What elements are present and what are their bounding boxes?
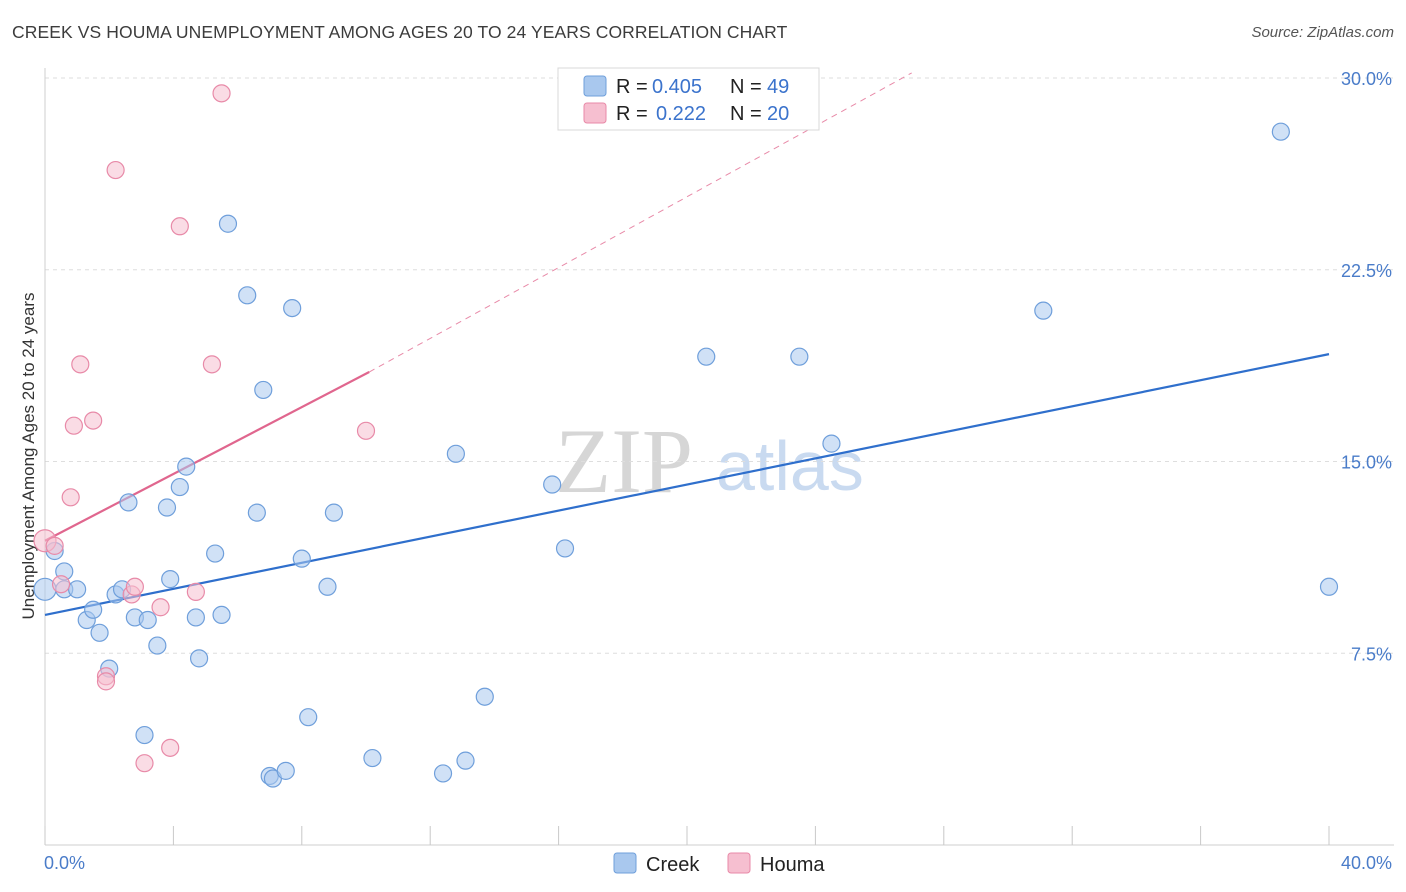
y-tick-label: 22.5%: [1341, 261, 1392, 281]
top-legend: R = 0.405 N = 49 R = 0.222 N = 20: [557, 67, 820, 131]
houma-trend-line-extension: [368, 72, 912, 373]
houma-point: [135, 754, 154, 773]
bottom-legend: Creek Houma: [613, 852, 825, 876]
houma-point: [125, 577, 144, 596]
creek-point: [456, 751, 475, 770]
y-tick-label: 7.5%: [1351, 644, 1392, 664]
creek-point: [238, 286, 257, 305]
chart-source: Source: ZipAtlas.com: [1251, 24, 1394, 41]
creek-point: [84, 600, 103, 619]
creek-point: [186, 608, 205, 627]
bottom-legend-creek-swatch: [613, 852, 637, 874]
houma-point: [71, 355, 90, 374]
houma-points: [33, 84, 376, 773]
houma-point: [51, 575, 71, 594]
creek-trend-line: [44, 353, 1330, 616]
creek-point: [90, 623, 109, 642]
houma-point: [202, 355, 222, 374]
legend-houma-r-value: 0.222: [656, 103, 706, 125]
creek-point: [543, 475, 562, 494]
creek-point: [135, 725, 154, 745]
creek-point: [697, 347, 716, 366]
creek-point: [177, 457, 196, 476]
legend-creek-n-label: N =: [730, 76, 762, 98]
watermark-atlas: atlas: [716, 427, 864, 505]
x-ticks: [44, 826, 1330, 845]
creek-point: [1271, 122, 1290, 141]
houma-trend-line: [44, 371, 370, 542]
houma-point: [151, 598, 170, 617]
legend-houma-r-label: R =: [616, 103, 648, 125]
houma-point: [186, 582, 205, 601]
creek-point: [247, 503, 266, 522]
houma-point: [61, 488, 80, 507]
creek-point: [254, 380, 273, 400]
axes: [44, 68, 1394, 846]
creek-point: [212, 605, 231, 625]
creek-point: [283, 299, 302, 318]
creek-point: [276, 761, 295, 780]
trend-lines: [44, 72, 1330, 616]
houma-point: [161, 738, 180, 757]
creek-point: [67, 580, 87, 599]
bottom-legend-houma-swatch: [727, 852, 751, 874]
houma-point: [96, 672, 116, 691]
creek-point: [157, 498, 177, 517]
y-tick-labels: 7.5% 15.0% 22.5% 30.0%: [1341, 69, 1392, 664]
creek-point: [161, 570, 180, 589]
creek-point: [292, 549, 311, 568]
creek-point: [318, 577, 337, 596]
creek-point: [119, 493, 138, 512]
creek-point: [148, 636, 167, 655]
legend-creek-swatch: [583, 75, 607, 97]
creek-point: [1034, 301, 1053, 320]
creek-point: [790, 347, 809, 366]
legend-creek-n-value: 49: [767, 76, 789, 98]
creek-point: [555, 539, 575, 558]
legend-creek-r-label: R =: [616, 76, 648, 98]
creek-point: [299, 708, 318, 727]
y-tick-label: 15.0%: [1341, 453, 1392, 473]
creek-point: [475, 687, 494, 706]
x-tick-label-min: 0.0%: [44, 853, 85, 873]
creek-point: [433, 764, 453, 783]
gridlines: [45, 77, 1394, 654]
houma-point: [45, 536, 64, 555]
legend-houma-n-label: N =: [730, 103, 762, 125]
creek-point: [170, 477, 189, 497]
houma-point: [64, 416, 83, 435]
x-tick-label-max: 40.0%: [1341, 853, 1392, 873]
creek-point: [218, 214, 238, 233]
legend-houma-swatch: [583, 102, 607, 124]
y-axis-label: Unemployment Among Ages 20 to 24 years: [19, 293, 38, 620]
houma-point: [84, 411, 103, 430]
creek-point: [206, 544, 225, 563]
chart-title: CREEK VS HOUMA UNEMPLOYMENT AMONG AGES 2…: [12, 22, 788, 42]
creek-points: [33, 122, 1339, 788]
bottom-legend-houma-label: Houma: [760, 854, 825, 876]
creek-point: [363, 748, 382, 768]
legend-creek-r-value: 0.405: [652, 76, 702, 98]
creek-point: [1319, 577, 1339, 596]
creek-point: [189, 649, 209, 668]
creek-point: [446, 444, 465, 463]
houma-point: [356, 421, 376, 440]
y-tick-label: 30.0%: [1341, 69, 1392, 89]
houma-point: [170, 217, 189, 236]
legend-houma-n-value: 20: [767, 103, 789, 125]
bottom-legend-creek-label: Creek: [646, 854, 700, 876]
creek-point: [324, 503, 343, 522]
creek-point: [138, 610, 157, 630]
creek-point: [822, 434, 841, 453]
houma-point: [106, 160, 125, 180]
houma-point: [212, 84, 231, 103]
